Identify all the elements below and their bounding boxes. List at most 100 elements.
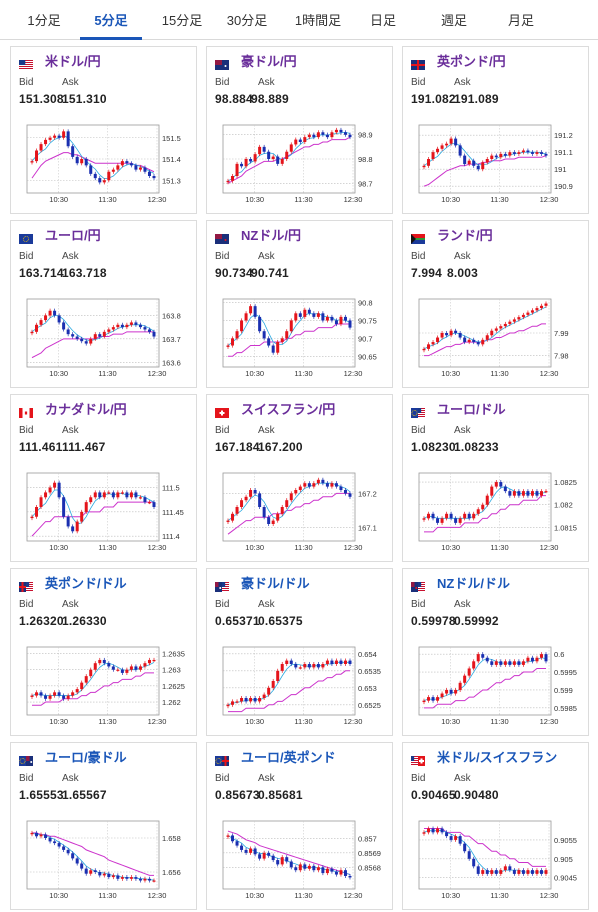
rate-card[interactable]: NZドル/ドル Bid Ask 0.59978 0.59992 0.6 0.5995 0.59… [402,568,589,736]
candle-body [271,345,275,353]
candle-body [481,654,485,658]
moving-average-long-line [424,667,546,709]
candle-body [436,828,440,833]
y-tick-label: 0.599 [554,686,573,695]
candlestick-chart[interactable]: 163.8 163.7 163.6 10:30 11:30 12:30 [19,291,191,387]
candle-body [503,866,507,871]
candlestick-chart[interactable]: 98.9 98.8 98.7 10:30 11:30 12:30 [215,117,387,213]
tab-8[interactable]: 月足 [507,13,534,28]
tab-5[interactable]: 1時間足 [294,13,342,28]
currency-pair-link[interactable]: 英ポンド/ドル [45,576,127,591]
candle-body [343,490,347,494]
tab-3[interactable]: 15分足 [161,13,203,28]
candle-body [39,320,43,325]
rate-card[interactable]: NZドル/円 Bid Ask 90.734 90.741 90.8 90.75 90.7 90.… [206,220,393,388]
candlestick-chart[interactable]: 1.658 1.656 10:30 11:30 12:30 [19,813,191,909]
tab-6[interactable]: 日足 [369,13,396,28]
rate-card[interactable]: ユーロ/豪ドル Bid Ask 1.65553 1.65567 1.658 1.656 10:… [10,742,197,910]
rate-card[interactable]: カナダドル/円 Bid Ask 111.461 111.467 111.5 111.45 11… [10,394,197,562]
rate-card[interactable]: ランド/円 Bid Ask 7.994 8.003 7.99 7.98 10:30 11:30 1… [402,220,589,388]
y-tick-label: 90.7 [358,334,373,343]
y-tick-label: 98.8 [358,155,373,164]
candlestick-chart[interactable]: 90.8 90.75 90.7 90.65 10:30 11:30 12:30 [215,291,387,387]
currency-pair-link[interactable]: NZドル/円 [241,228,301,243]
tab-7[interactable]: 週足 [440,13,467,28]
candle-body [30,331,34,334]
candle-body [66,131,70,147]
currency-pair-link[interactable]: カナダドル/円 [45,402,127,417]
candle-body [249,306,253,314]
candle-body [249,490,253,497]
currency-pair-link[interactable]: 米ドル/スイスフラン [437,750,558,765]
currency-pair-link[interactable]: ユーロ/円 [45,228,101,243]
candle-body [481,162,485,170]
candle-body [454,836,458,840]
currency-pair-link[interactable]: 英ポンド/円 [437,54,506,69]
candlestick-chart[interactable]: 0.857 0.8569 0.8568 10:30 11:30 12:30 [215,813,387,909]
bid-price: 111.461 [19,440,63,454]
candle-body [485,159,489,163]
currency-pair-link[interactable]: ユーロ/英ポンド [241,750,336,765]
rate-card[interactable]: 英ポンド/円 Bid Ask 191.082 191.089 191.2 191.1 191 1… [402,46,589,214]
candle-body [235,163,239,176]
y-tick-label: 0.6525 [358,701,381,710]
y-tick-label: 0.9055 [554,836,577,845]
candle-body [303,664,307,668]
rate-card[interactable]: ユーロ/ドル Bid Ask 1.08230 1.08233 1.0825 1.082 1.0… [402,394,589,562]
currency-pair-link[interactable]: ユーロ/ドル [437,402,506,417]
rate-card[interactable]: 米ドル/円 Bid Ask 151.308 151.310 151.5 151.4 151.3… [10,46,197,214]
currency-pair-link[interactable]: 米ドル/円 [45,54,101,69]
candlestick-chart[interactable]: 7.99 7.98 10:30 11:30 12:30 [411,291,583,387]
candle-body [490,486,494,496]
currency-pair-link[interactable]: NZドル/ドル [437,576,510,591]
candle-body [521,150,525,153]
candlestick-chart[interactable]: 0.9055 0.905 0.9045 10:30 11:30 12:30 [411,813,583,909]
candle-body [449,836,453,840]
tab-1[interactable]: 1分足 [27,13,61,28]
candle-body [476,165,480,170]
currency-pair-link[interactable]: 豪ドル/ドル [241,576,310,591]
candle-body [116,165,120,170]
candlestick-chart[interactable]: 191.2 191.1 191 190.9 10:30 11:30 12:30 [411,117,583,213]
candle-body [508,152,512,156]
candle-body [312,483,316,487]
candlestick-chart[interactable]: 111.5 111.45 111.4 10:30 11:30 12:30 [19,465,191,561]
candle-body [276,513,280,521]
rate-card[interactable]: 米ドル/スイスフラン Bid Ask 0.90465 0.90480 0.9055 0.90… [402,742,589,910]
candle-body [307,865,311,869]
candle-body [476,342,480,345]
rate-card[interactable]: 豪ドル/ドル Bid Ask 0.65371 0.65375 0.654 0.6535 0.6… [206,568,393,736]
currency-pair-link[interactable]: スイスフラン/円 [241,402,336,417]
candlestick-chart[interactable]: 0.6 0.5995 0.599 0.5985 10:30 11:30 12:30 [411,639,583,735]
tab-4[interactable]: 30分足 [226,13,268,28]
rate-card[interactable]: 英ポンド/ドル Bid Ask 1.26320 1.26330 1.2635 1.263 1.… [10,568,197,736]
rate-card[interactable]: ユーロ/円 Bid Ask 163.714 163.718 163.8 163.7 163.6… [10,220,197,388]
candlestick-chart[interactable]: 0.654 0.6535 0.653 0.6525 10:30 11:30 12:30 [215,639,387,735]
candle-body [125,492,129,498]
candlestick-chart[interactable]: 1.0825 1.082 1.0815 10:30 11:30 12:30 [411,465,583,561]
candle-body [267,852,271,856]
candle-body [476,509,480,514]
candle-body [93,870,97,872]
moving-average-long-line [228,323,350,357]
currency-pair-link[interactable]: ランド/円 [437,228,493,243]
candlestick-chart[interactable]: 167.2 167.1 10:30 11:30 12:30 [215,465,387,561]
candle-body [440,518,444,523]
currency-pair-link[interactable]: ユーロ/豪ドル [45,750,127,765]
moving-average-long-line [424,828,546,867]
candle-body [490,330,494,336]
x-tick-label: 12:30 [540,543,559,552]
rate-card[interactable]: スイスフラン/円 Bid Ask 167.184 167.200 167.2 167.1 10… [206,394,393,562]
candle-body [535,870,539,874]
candle-body [508,491,512,496]
bid-label: Bid [19,77,34,88]
currency-pair-link[interactable]: 豪ドル/円 [241,54,297,69]
tab-2[interactable]: 5分足 [80,0,142,40]
candle-body [267,517,271,524]
card-header: NZドル/ドル [403,575,588,593]
ask-price: 151.310 [62,92,107,106]
candlestick-chart[interactable]: 151.5 151.4 151.3 10:30 11:30 12:30 [19,117,191,213]
candlestick-chart[interactable]: 1.2635 1.263 1.2625 1.262 10:30 11:30 12:30 [19,639,191,735]
rate-card[interactable]: ユーロ/英ポンド Bid Ask 0.85673 0.85681 0.857 0.8569 0… [206,742,393,910]
rate-card[interactable]: 豪ドル/円 Bid Ask 98.884 98.889 98.9 98.8 98.7 10:30… [206,46,393,214]
